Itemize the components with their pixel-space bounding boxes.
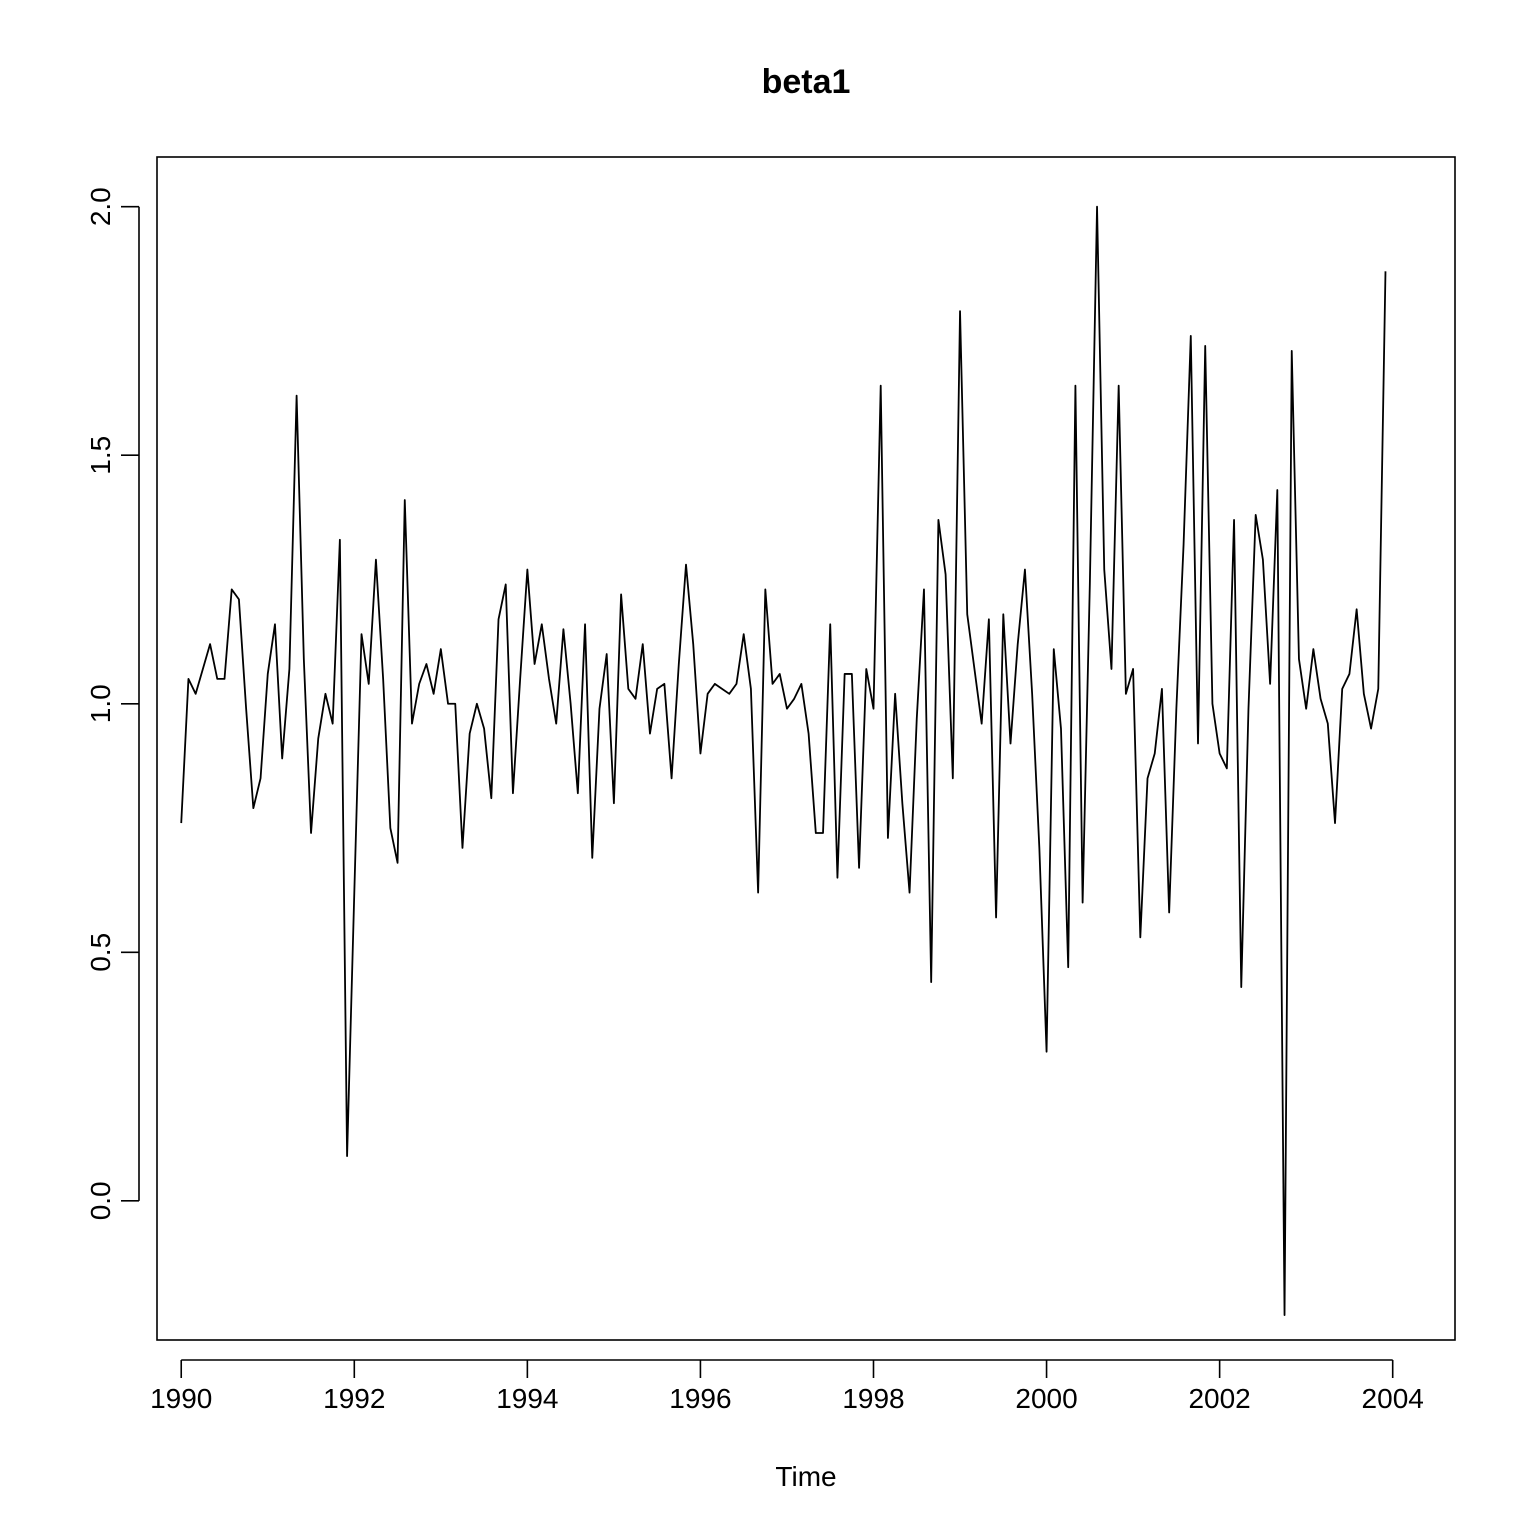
x-tick-label: 1994 [496, 1383, 558, 1414]
series-line [180, 205, 1387, 1317]
x-axis-title: Time [775, 1461, 836, 1492]
x-tick-label: 1996 [669, 1383, 731, 1414]
y-axis: 0.0 0.5 1.0 1.5 2.0 [85, 187, 140, 1220]
x-axis: 1990 1992 1994 1996 1998 2000 2002 2004 [150, 1359, 1424, 1414]
x-tick-label: 2004 [1362, 1383, 1424, 1414]
plot-frame [156, 156, 1456, 1341]
x-tick-label: 1998 [842, 1383, 904, 1414]
y-tick-label: 2.0 [85, 187, 116, 226]
x-tick-label: 2000 [1015, 1383, 1077, 1414]
chart-title: beta1 [762, 63, 851, 101]
y-tick-label: 0.0 [85, 1181, 116, 1220]
x-tick-label: 1990 [150, 1383, 212, 1414]
x-tick-label: 2002 [1188, 1383, 1250, 1414]
y-tick-label: 1.0 [85, 684, 116, 723]
x-tick-label: 1992 [323, 1383, 385, 1414]
y-tick-label: 0.5 [85, 933, 116, 972]
y-tick-label: 1.5 [85, 436, 116, 475]
